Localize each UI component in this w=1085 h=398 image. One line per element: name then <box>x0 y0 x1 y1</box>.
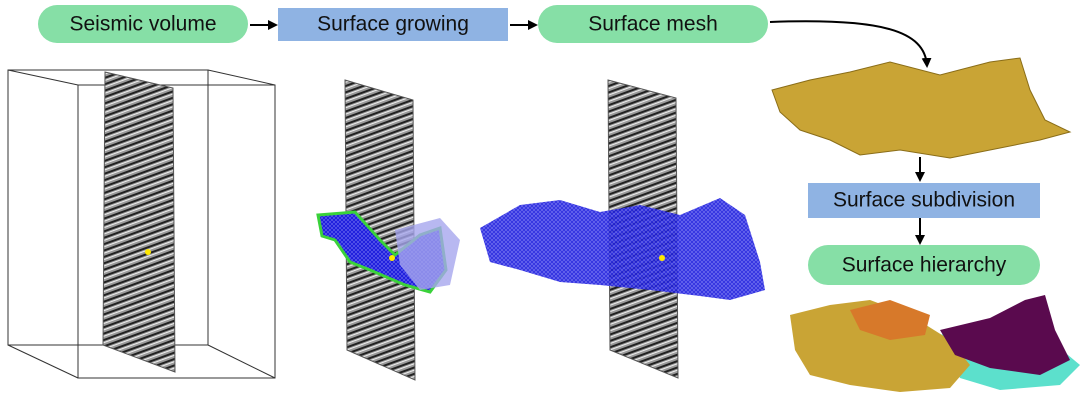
seismic-volume <box>8 70 275 378</box>
node-label: Surface growing <box>317 13 469 36</box>
mesh-render <box>772 58 1070 158</box>
node-label: Seismic volume <box>69 13 216 36</box>
arrow <box>770 21 927 66</box>
mesh-surface <box>480 80 765 378</box>
node-label: Surface mesh <box>588 13 718 36</box>
hierarchy-render <box>790 295 1080 392</box>
growing-surface <box>318 80 460 380</box>
node-label: Surface subdivision <box>833 189 1015 212</box>
pipeline-diagram: Seismic volume Surface growing Surface m… <box>0 0 1085 398</box>
node-label: Surface hierarchy <box>842 254 1007 277</box>
